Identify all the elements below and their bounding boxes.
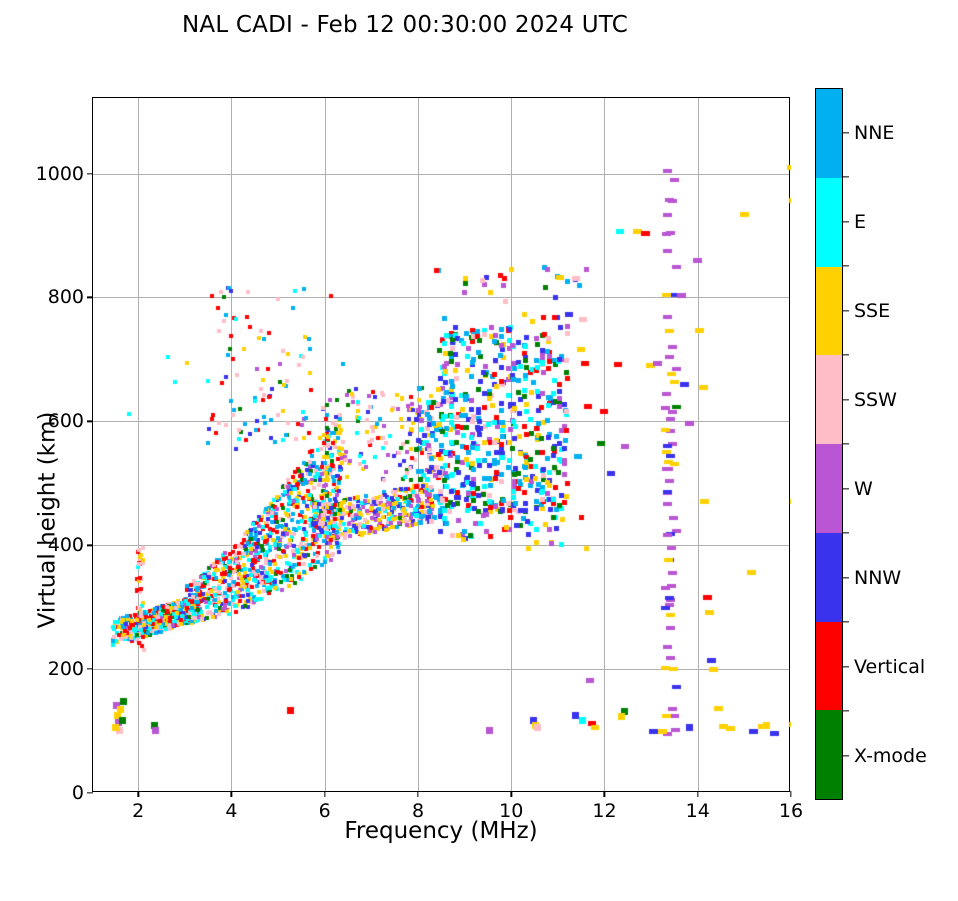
colorbar-segment-e[interactable] [816,177,842,267]
colorbar-label-nne: NNE [854,121,895,144]
x-tick-label-14: 14 [685,800,710,822]
y-axis-label-wrap: Virtual height (km) [26,97,61,792]
colorbar-boundary-tick [843,176,849,178]
y-tick-mark [87,668,93,670]
y-tick-mark [87,296,93,299]
colorbar-tick [843,398,849,401]
y-tick-mark [87,544,93,546]
colorbar-segment-x-mode[interactable] [816,710,842,799]
x-axis-label: Frequency (MHz) [344,818,538,844]
x-tick-label-10: 10 [499,800,524,822]
x-tick-mark [697,791,699,797]
x-tick-label-6: 6 [318,800,331,822]
colorbar-tick [843,309,849,312]
colorbar-label-ssw: SSW [854,388,897,411]
colorbar-boundary-tick [843,621,849,623]
x-tick-label-12: 12 [592,800,617,822]
colorbar-label-nnw: NNW [854,566,902,589]
colorbar-label-w: W [854,477,873,500]
colorbar-boundary-tick [843,265,849,267]
colorbar-boundary-tick [843,532,849,534]
colorbar-tick [843,665,849,668]
x-tick-mark [790,791,792,797]
y-tick-label-600: 600 [47,410,84,433]
y-tick-mark [87,792,93,794]
colorbar[interactable] [815,88,843,800]
y-tick-label-200: 200 [47,658,84,681]
colorbar-segment-vertical[interactable] [816,621,842,711]
y-axis-label: Virtual height (km) [34,411,61,629]
x-tick-mark [324,791,326,797]
x-tick-label-16: 16 [778,800,804,822]
colorbar-tick [843,131,849,134]
x-tick-label-8: 8 [411,800,425,822]
colorbar-title-wrap: Azimuth Direction [900,88,930,800]
colorbar-tick [843,220,849,223]
x-tick-mark [510,791,512,797]
colorbar-label-vertical: Vertical [854,655,926,678]
y-tick-label-1000: 1000 [35,162,84,185]
colorbar-tick [843,576,849,579]
colorbar-boundary-tick [843,710,849,712]
y-tick-mark [87,420,93,422]
colorbar-segment-w[interactable] [816,444,842,533]
colorbar-label-e: E [854,210,867,233]
colorbar-label-x-mode: X-mode [854,744,927,767]
plot-axes: 2 4 6 8 10 12 14 16 0 200 400 600 800 1000 [36,97,803,822]
x-tick-label-2: 2 [132,800,145,822]
x-tick-mark [417,791,419,797]
x-tick-mark [137,791,139,797]
colorbar-tick [843,754,849,757]
colorbar-segment-sse[interactable] [816,266,842,356]
colorbar-boundary-tick [843,443,849,445]
y-tick-label-400: 400 [47,534,84,557]
x-tick-mark [230,791,233,797]
colorbar-segment-nnw[interactable] [816,532,842,622]
colorbar-boundary-tick [843,354,849,356]
y-tick-label-800: 800 [47,286,84,309]
y-tick-mark [87,172,93,175]
colorbar-segment-ssw[interactable] [816,355,842,444]
ionogram-figure: NAL CADI - Feb 12 00:30:00 2024 UTC Virt… [26,12,930,844]
x-tick-label-4: 4 [225,800,238,822]
colorbar-segment-nne[interactable] [816,89,842,178]
y-tick-label-0: 0 [71,782,84,804]
colorbar-label-sse: SSE [854,299,891,322]
figure-title: NAL CADI - Feb 12 00:30:00 2024 UTC [182,12,628,38]
scatter-data-layer [93,98,791,793]
colorbar-tick [843,487,849,490]
x-tick-mark [603,791,606,797]
